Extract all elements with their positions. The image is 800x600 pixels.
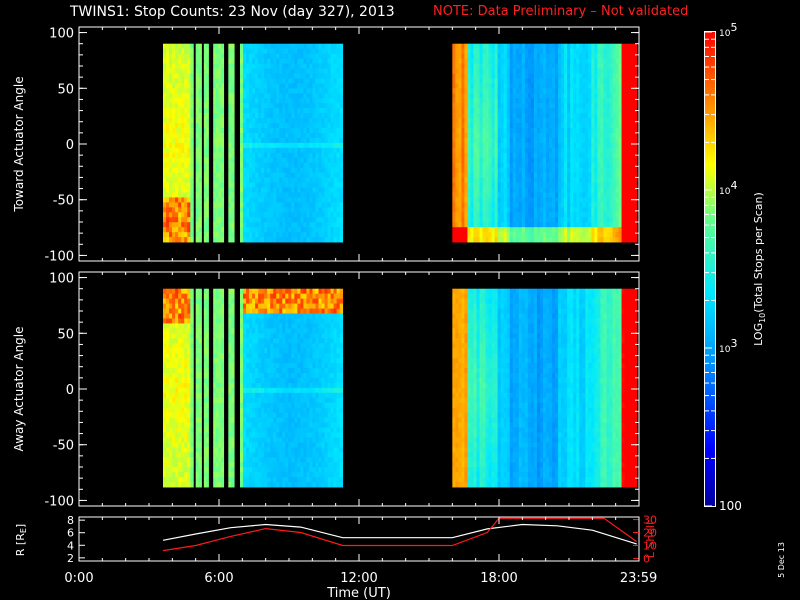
toward-yaxis-tick--50: -50 (53, 194, 74, 209)
eph-right-tick-30: 30 (643, 514, 657, 527)
eph-left-tick-4: 4 (67, 539, 74, 552)
x-axis-label: Time (UT) (326, 586, 391, 600)
colorbar-tick-3: 103 (719, 337, 737, 355)
eph-left-tick-6: 6 (67, 527, 74, 540)
colorbar-tick-5: 105 (719, 21, 737, 39)
eph-left-tick-8: 8 (67, 514, 74, 527)
x-tick-1800: 18:00 (480, 571, 517, 586)
eph-left-tick-2: 2 (67, 552, 74, 565)
toward-yaxis-tick-0: 0 (66, 138, 74, 153)
colorbar-gradient (705, 32, 715, 506)
away-yaxis-tick-100: 100 (49, 272, 74, 287)
away-y-axis: 100 50 0 -50 -100 (44, 272, 639, 509)
away-yaxis-tick--50: -50 (53, 439, 74, 454)
series-r (162, 523, 637, 545)
ephemeris-lines (162, 517, 638, 552)
away-y-label: Away Actuator Angle (12, 326, 26, 451)
colorbar-tick-2: 100 (719, 499, 742, 513)
colorbar: 105 104 103 100 LOG10(Total Stops per Scan) (704, 21, 767, 513)
eph-right-tick-20: 20 (643, 527, 657, 540)
away-yaxis-tick-50: 50 (57, 327, 74, 342)
eph-right-tick-0: 0 (643, 552, 650, 565)
toward-heatmap (163, 43, 638, 243)
ephemeris-left-label: R [RE] (14, 524, 28, 556)
x-tick-000: 0:00 (64, 571, 93, 586)
x-tick-600: 6:00 (204, 571, 233, 586)
chart-title: TWINS1: Stop Counts: 23 Nov (day 327), 2… (0, 4, 800, 24)
x-tick-2359: 23:59 (620, 571, 657, 586)
x-tick-1200: 12:00 (340, 571, 377, 586)
away-panel: 100 50 0 -50 -100 Away Actuator Angle (12, 271, 640, 509)
toward-panel: 100 50 0 -50 -100 Toward Actuator Angle (12, 26, 640, 264)
colorbar-label: LOG10(Total Stops per Scan) (752, 192, 767, 346)
x-axis: 0:00 6:00 12:00 18:00 23:59 (64, 27, 657, 586)
toward-y-label: Toward Actuator Angle (12, 76, 26, 212)
away-yaxis-tick--100: -100 (44, 494, 74, 509)
ephemeris-right-label: L Shell (644, 522, 657, 558)
title-note: NOTE: Data Preliminary – Not validated (433, 4, 689, 19)
colorbar-ticks: 105 104 103 100 (705, 21, 742, 513)
away-heatmap (163, 288, 638, 488)
date-stamp: 5 Dec 13 (777, 542, 786, 578)
series-lshell (162, 517, 638, 552)
toward-y-axis: 100 50 0 -50 -100 (44, 27, 639, 264)
away-yaxis-tick-0: 0 (66, 383, 74, 398)
toward-yaxis-tick--100: -100 (44, 249, 74, 264)
toward-yaxis-tick-50: 50 (57, 82, 74, 97)
colorbar-tick-4: 104 (719, 179, 737, 197)
eph-right-tick-10: 10 (643, 539, 657, 552)
toward-yaxis-tick-100: 100 (49, 27, 74, 42)
title-main: TWINS1: Stop Counts: 23 Nov (day 327), 2… (70, 4, 395, 20)
